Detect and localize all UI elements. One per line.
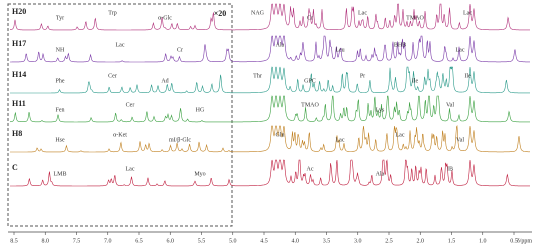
peak-label: Leu bbox=[335, 47, 344, 53]
peak-label: Lac bbox=[396, 132, 405, 138]
x-tick-label: 3.0 bbox=[354, 238, 362, 244]
x-tick-label: 8.0 bbox=[42, 238, 50, 244]
peak-label: TMAO bbox=[301, 102, 319, 108]
inset-box bbox=[8, 4, 232, 226]
peak-label: α-Ket bbox=[113, 132, 127, 138]
peak-label: Tyr bbox=[56, 15, 64, 21]
x-tick-label: 2.0 bbox=[417, 238, 425, 244]
peak-label: Ile bbox=[412, 78, 419, 84]
spectrum bbox=[10, 160, 530, 186]
peak-label: α-Glc bbox=[158, 15, 172, 21]
trace-name: H17 bbox=[12, 39, 26, 48]
x-tick-label: 6.5 bbox=[135, 238, 143, 244]
peak-label: Trp bbox=[108, 10, 116, 16]
peak-label: Lac bbox=[126, 166, 135, 172]
peak-label: Hse bbox=[55, 137, 65, 143]
spectrum bbox=[10, 126, 530, 152]
peak-label: Ala bbox=[376, 171, 385, 177]
x-tick-label: 6.0 bbox=[167, 238, 175, 244]
peak-label: Ac bbox=[307, 166, 314, 172]
peak-label: IB bbox=[447, 166, 453, 172]
peak-label: Fen bbox=[56, 107, 65, 113]
x-tick-label: 1.5 bbox=[448, 238, 456, 244]
peak-label: Cer bbox=[108, 73, 117, 79]
spectrum bbox=[10, 96, 530, 122]
x-axis-unit: δ/ppm bbox=[517, 238, 532, 244]
peak-label: NAG bbox=[251, 10, 265, 16]
peak-label: Val bbox=[456, 137, 464, 143]
peak-label: Lac bbox=[358, 10, 367, 16]
figure: ×20 H20 Tyr Trp α-Glc NAG Cr Lac TMAO Lac H17 NH La… bbox=[0, 0, 542, 251]
peak-label: Cr bbox=[177, 47, 183, 53]
x-tick-label: 8.5 bbox=[10, 238, 18, 244]
peak-label: BHB bbox=[394, 42, 406, 48]
peak-label: Lac bbox=[463, 10, 472, 16]
peak-label: Ala bbox=[276, 42, 285, 48]
x-tick-label: 4.0 bbox=[292, 238, 300, 244]
trace-name: H20 bbox=[12, 7, 26, 16]
inset-scale: ×20 bbox=[214, 9, 227, 18]
peak-label: Phe bbox=[56, 78, 65, 84]
peak-label: Val bbox=[446, 102, 454, 108]
peak-label: Lys bbox=[376, 107, 385, 113]
peak-label: Ad bbox=[161, 78, 168, 84]
x-tick-label: 7.0 bbox=[104, 238, 112, 244]
peak-label: Myo bbox=[194, 171, 205, 177]
trace-name: H14 bbox=[12, 70, 26, 79]
peak-label: Lac bbox=[336, 137, 345, 143]
peak-label: NH bbox=[56, 47, 65, 53]
peak-label: Ile bbox=[464, 73, 471, 79]
spectrum bbox=[10, 67, 530, 93]
x-tick-label: 4.5 bbox=[260, 238, 268, 244]
peak-label: LMB bbox=[53, 171, 66, 177]
peak-label: mI/β-Glc bbox=[169, 137, 191, 143]
spectrum bbox=[10, 36, 530, 62]
peak-label: Gln bbox=[276, 132, 285, 138]
x-tick-label: 5.0 bbox=[229, 238, 237, 244]
x-tick-label: 7.5 bbox=[73, 238, 81, 244]
spectrum bbox=[10, 4, 530, 30]
trace-name: H8 bbox=[12, 129, 22, 138]
x-tick-label: 1.0 bbox=[479, 238, 487, 244]
peak-label: Thr bbox=[253, 73, 262, 79]
peak-label: TMAO bbox=[406, 15, 424, 21]
peak-label: Cr bbox=[307, 15, 313, 21]
trace-name: H11 bbox=[12, 99, 26, 108]
peak-label: Cer bbox=[126, 102, 135, 108]
peak-label: Lac bbox=[116, 42, 125, 48]
peak-label: GPC bbox=[304, 78, 316, 84]
trace-name: C bbox=[12, 163, 18, 172]
x-tick-label: 3.5 bbox=[323, 238, 331, 244]
peak-label: Pr bbox=[360, 73, 365, 79]
x-tick-label: 2.5 bbox=[385, 238, 393, 244]
x-tick-label: 5.5 bbox=[198, 238, 206, 244]
peak-label: Lac bbox=[456, 47, 465, 53]
peak-label: HG bbox=[196, 107, 205, 113]
